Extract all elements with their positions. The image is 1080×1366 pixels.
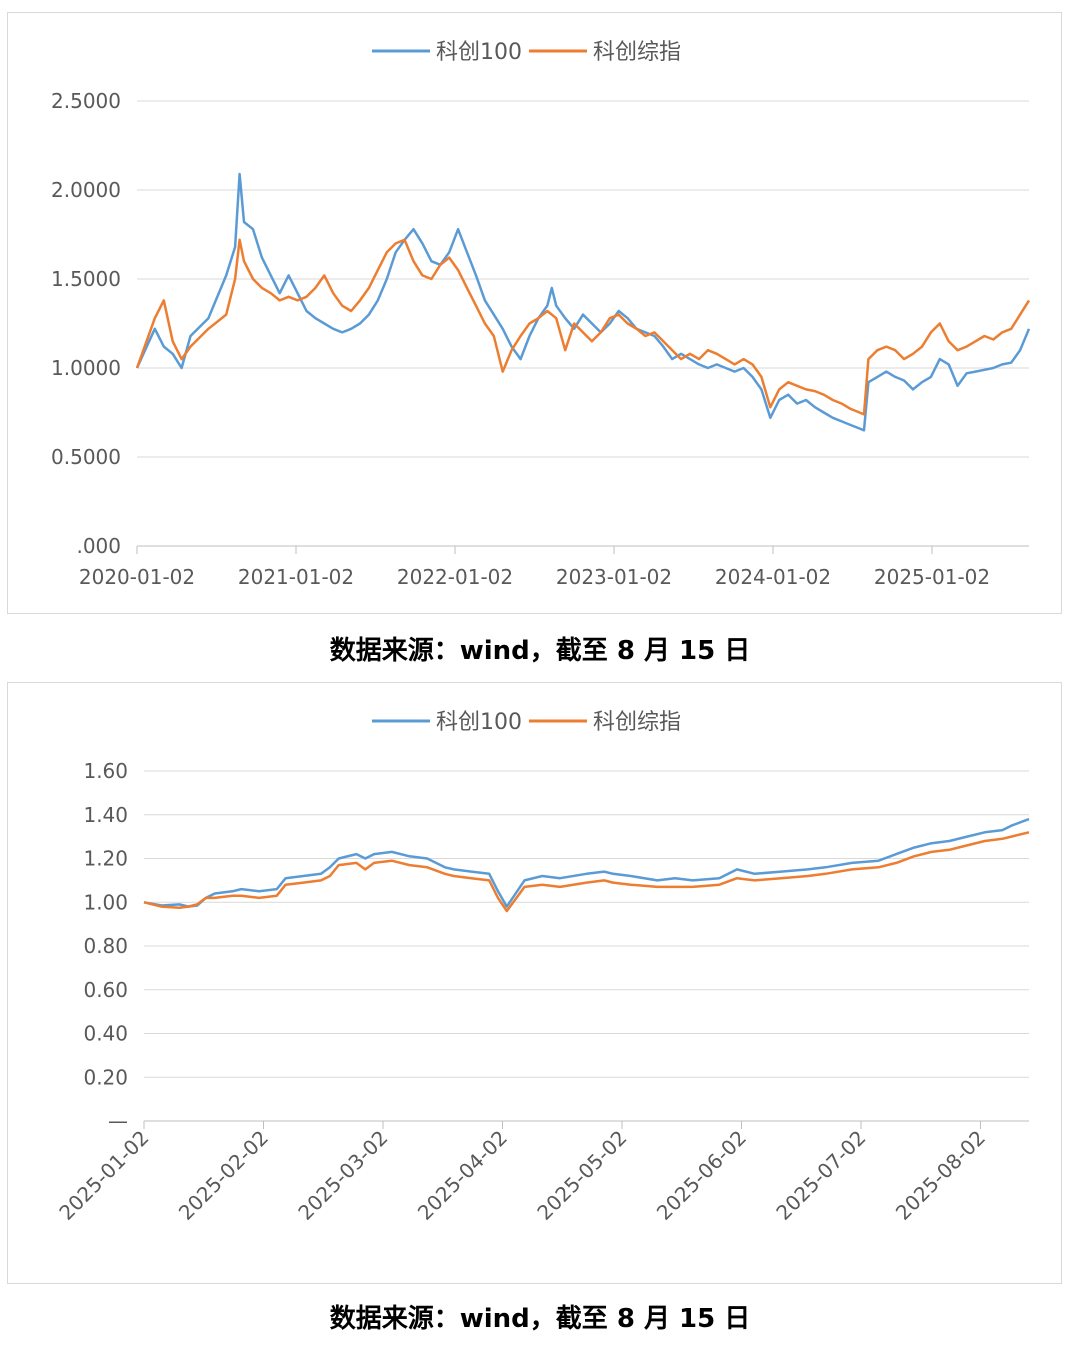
line-chart-2025: 1.60 1.40 1.20 1.00 0.80 0.60 0.40 0.20 —2025-01…	[54, 710, 1030, 1225]
chart-panel-full-history: 2.5000 2.0000 1.5000 1.0000 0.5000 .000 2020-0…	[7, 12, 1062, 614]
data-source-caption: 数据来源：wind，截至 8 月 15 日	[329, 1304, 751, 1334]
x-tick-label: 2024-01-02	[715, 565, 831, 589]
x-tick-label: 2025-07-02	[771, 1126, 870, 1225]
x-tick-label: 2025-03-02	[293, 1126, 392, 1225]
x-tick-label: 2025-08-02	[891, 1126, 990, 1225]
y-tick-label: 0.60	[83, 978, 128, 1002]
y-tick-label: .000	[76, 534, 121, 558]
series-line-kechuang100	[143, 817, 1030, 908]
y-tick-label: 0.5000	[51, 445, 121, 469]
y-tick-label: 0.80	[83, 934, 128, 958]
x-tick-label: 2023-01-02	[556, 565, 672, 589]
y-tick-label: 0.20	[83, 1065, 128, 1089]
x-tick-label: 2025-04-02	[413, 1126, 512, 1225]
x-tick-label: 2025-06-02	[652, 1126, 751, 1225]
line-chart-full-history: 2.5000 2.0000 1.5000 1.0000 0.5000 .000 2020-0…	[51, 40, 1031, 589]
legend-label: 科创综指	[593, 40, 681, 65]
y-tick-label: 1.40	[83, 803, 128, 827]
legend-label: 科创100	[436, 40, 522, 65]
series-line-kechuang100	[135, 172, 1031, 432]
y-tick-label: 1.60	[83, 759, 128, 783]
y-tick-label: 2.5000	[51, 89, 121, 113]
series-line-kechuang-composite	[143, 831, 1030, 913]
x-tick-label: 2022-01-02	[397, 565, 513, 589]
x-tick-label: 2025-05-02	[532, 1126, 631, 1225]
legend: 科创100 科创综指	[372, 40, 681, 65]
data-source-caption: 数据来源：wind，截至 8 月 15 日	[329, 636, 751, 666]
y-tick-label: 1.00	[83, 890, 128, 914]
x-tick-label: 2021-01-02	[238, 565, 354, 589]
x-tick-label: 2025-01-02	[54, 1126, 153, 1225]
y-tick-label: —	[108, 1109, 128, 1133]
y-tick-label: 1.5000	[51, 267, 121, 291]
legend-label: 科创综指	[593, 710, 681, 735]
y-tick-label: 1.20	[83, 847, 128, 871]
y-tick-label: 2.0000	[51, 178, 121, 202]
legend: 科创100 科创综指	[372, 710, 681, 735]
series-line-kechuang-composite	[135, 238, 1031, 416]
y-tick-label: 1.0000	[51, 356, 121, 380]
chart-panel-2025: 1.60 1.40 1.20 1.00 0.80 0.60 0.40 0.20 —2025-01…	[7, 682, 1062, 1284]
x-tick-label: 2025-02-02	[174, 1126, 273, 1225]
x-tick-label: 2025-01-02	[874, 565, 990, 589]
y-tick-label: 0.40	[83, 1022, 128, 1046]
legend-label: 科创100	[436, 710, 522, 735]
x-tick-label: 2020-01-02	[79, 565, 195, 589]
